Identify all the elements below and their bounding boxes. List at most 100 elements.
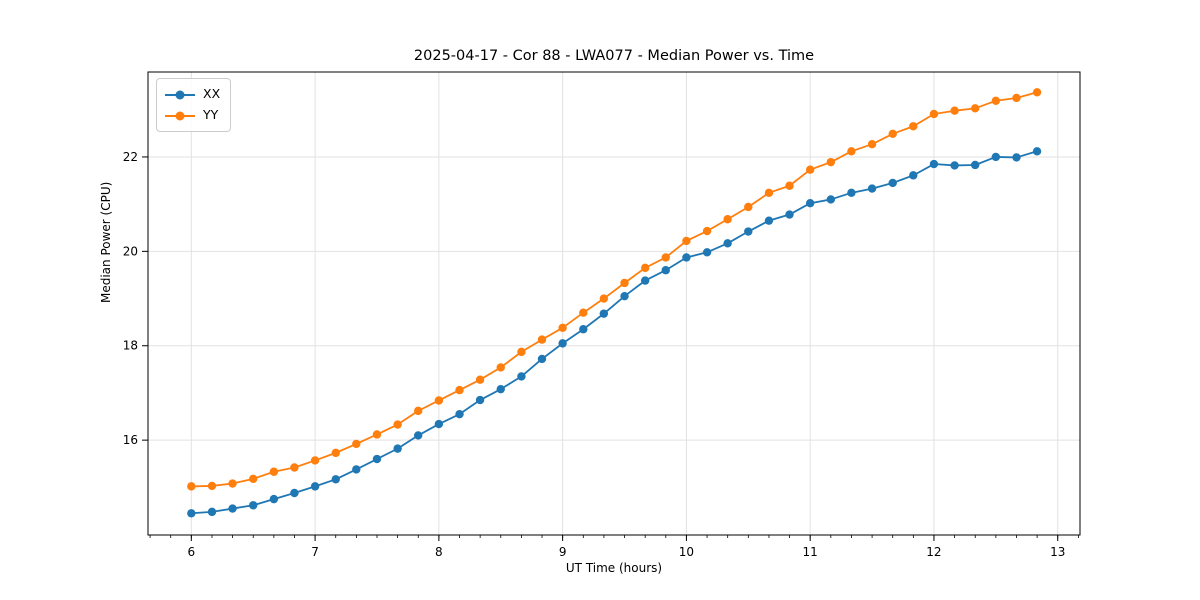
data-point-xx xyxy=(867,184,877,193)
data-point-yy xyxy=(640,263,650,273)
data-point-xx xyxy=(744,227,753,236)
data-point-xx xyxy=(764,216,774,225)
data-point-yy xyxy=(537,335,547,344)
x-tick-label: 8 xyxy=(435,545,443,559)
y-tick-label: 16 xyxy=(123,433,138,447)
data-point-yy xyxy=(991,96,1001,105)
data-point-yy xyxy=(207,481,217,491)
data-point-xx xyxy=(187,509,196,518)
data-point-xx xyxy=(310,482,320,491)
data-point-yy xyxy=(579,308,588,317)
data-point-yy xyxy=(393,420,402,429)
data-point-xx xyxy=(640,276,650,285)
legend-line-marker-xx xyxy=(165,90,195,99)
legend-item-xx: XX xyxy=(165,84,220,105)
data-point-xx xyxy=(1012,153,1021,162)
x-tick-label: 9 xyxy=(559,545,567,559)
data-point-yy xyxy=(517,347,526,357)
data-point-xx xyxy=(805,199,815,208)
data-point-yy xyxy=(475,375,485,384)
data-point-xx xyxy=(682,253,691,262)
data-point-yy xyxy=(310,456,320,465)
data-point-yy xyxy=(599,294,609,303)
data-point-xx xyxy=(331,475,340,484)
data-point-xx xyxy=(372,454,382,464)
data-point-xx xyxy=(579,325,588,334)
x-tick-label: 7 xyxy=(311,545,319,559)
data-point-xx xyxy=(352,465,361,474)
data-point-yy xyxy=(249,474,258,484)
chart-title: 2025-04-17 - Cor 88 - LWA077 - Median Po… xyxy=(413,48,815,64)
data-point-yy xyxy=(331,448,340,458)
data-point-xx xyxy=(723,239,732,248)
x-tick-label: 11 xyxy=(803,545,818,559)
data-point-xx xyxy=(1032,147,1042,156)
data-point-xx xyxy=(496,384,505,394)
data-point-yy xyxy=(661,253,670,262)
data-point-yy xyxy=(558,323,567,333)
data-point-yy xyxy=(929,109,939,119)
data-point-xx xyxy=(888,178,897,188)
data-point-xx xyxy=(413,431,423,440)
series-line-yy xyxy=(191,91,1038,488)
data-point-xx xyxy=(702,248,712,257)
data-point-yy xyxy=(269,467,279,476)
data-point-yy xyxy=(888,129,897,139)
data-point-yy xyxy=(744,202,753,212)
x-tick-label: 12 xyxy=(926,545,941,559)
data-point-yy xyxy=(867,140,877,149)
data-point-xx xyxy=(785,210,794,219)
y-tick-label: 22 xyxy=(123,150,138,164)
data-point-yy xyxy=(372,430,382,439)
data-point-xx xyxy=(228,504,237,513)
x-tick-label: 6 xyxy=(187,545,195,559)
y-tick-label: 18 xyxy=(123,339,138,353)
data-point-xx xyxy=(455,409,464,419)
data-point-yy xyxy=(290,463,299,472)
data-point-xx xyxy=(207,507,217,517)
data-point-yy xyxy=(723,215,732,224)
data-point-xx xyxy=(661,266,670,275)
data-point-xx xyxy=(929,159,939,169)
plot-area-spine xyxy=(147,71,1081,536)
data-point-yy xyxy=(970,104,980,113)
data-point-yy xyxy=(826,157,836,167)
data-point-yy xyxy=(1012,93,1021,103)
legend-line-marker-yy xyxy=(165,111,195,120)
data-point-xx xyxy=(537,354,547,364)
data-point-xx xyxy=(826,195,836,204)
legend-item-yy: YY xyxy=(165,105,220,126)
data-point-xx xyxy=(517,372,526,381)
legend-label-yy: YY xyxy=(203,107,219,123)
data-point-xx xyxy=(620,291,629,301)
data-point-xx xyxy=(909,171,918,180)
data-point-xx xyxy=(950,161,959,170)
data-point-xx xyxy=(434,419,444,429)
data-point-yy xyxy=(702,226,712,236)
data-point-yy xyxy=(434,396,444,405)
data-point-yy xyxy=(352,439,361,449)
data-point-yy xyxy=(496,363,505,372)
y-tick-label: 20 xyxy=(123,244,138,258)
x-tick-label: 10 xyxy=(679,545,694,559)
data-point-xx xyxy=(249,501,258,510)
data-point-xx xyxy=(393,444,402,453)
data-point-yy xyxy=(620,278,629,288)
data-point-xx xyxy=(599,309,609,318)
data-point-yy xyxy=(187,482,196,491)
data-point-xx xyxy=(970,160,980,170)
data-point-xx xyxy=(290,488,299,498)
data-point-xx xyxy=(991,152,1001,162)
data-point-xx xyxy=(269,494,279,504)
data-point-yy xyxy=(455,385,464,395)
legend-label-xx: XX xyxy=(203,86,221,102)
data-point-yy xyxy=(847,147,856,156)
data-point-yy xyxy=(228,479,237,488)
data-point-xx xyxy=(558,339,567,348)
data-point-yy xyxy=(682,236,691,246)
data-point-xx xyxy=(475,395,485,405)
legend: XX YY xyxy=(156,78,232,132)
data-point-yy xyxy=(785,181,794,190)
